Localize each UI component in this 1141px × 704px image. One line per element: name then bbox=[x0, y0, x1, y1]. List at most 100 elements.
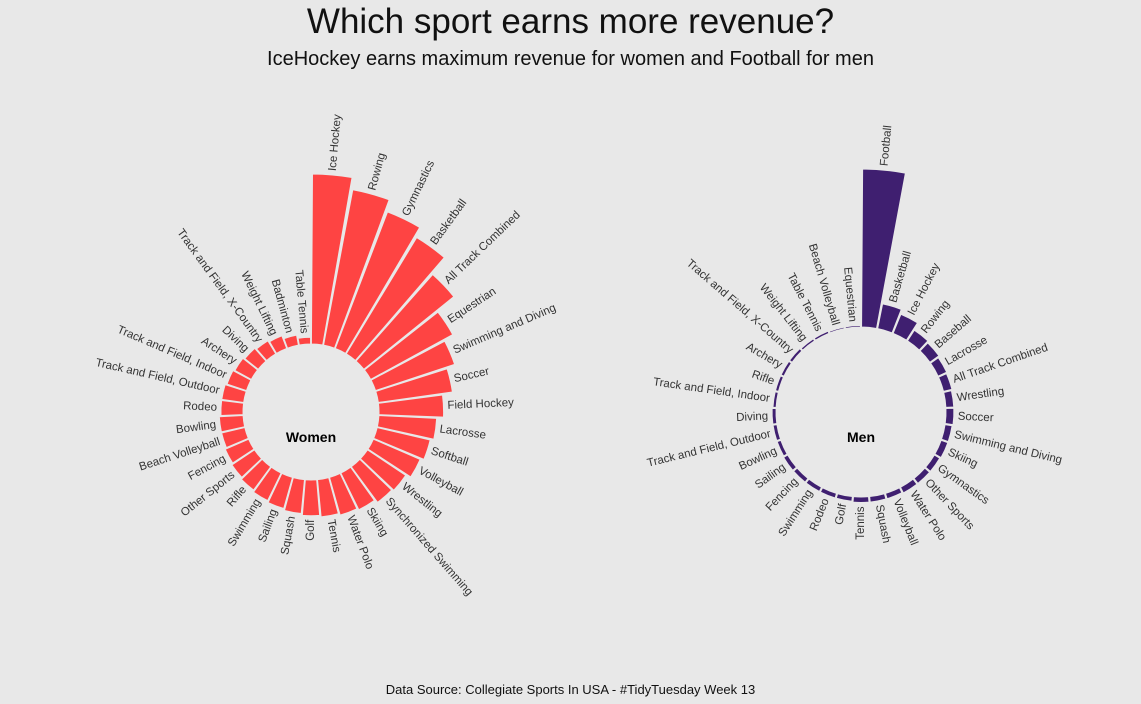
bar-men-baseball bbox=[919, 342, 940, 363]
bar-men-squash bbox=[869, 493, 887, 503]
bar-women-archery bbox=[234, 357, 259, 381]
chart-caption: Data Source: Collegiate Sports In USA - … bbox=[385, 682, 756, 697]
label-men-wrestling: Wrestling bbox=[956, 386, 1005, 405]
bar-men-soccer bbox=[944, 407, 955, 426]
bar-women-beach-volleyball bbox=[221, 426, 249, 449]
bar-men-skiing bbox=[934, 439, 949, 459]
bar-women-track-and-field-x-country bbox=[255, 340, 277, 362]
bar-women-badminton bbox=[283, 334, 300, 349]
bar-men-fencing bbox=[792, 467, 809, 483]
bar-women-squash bbox=[283, 477, 306, 515]
bar-women-ice-hockey bbox=[310, 173, 353, 346]
bar-women-lacrosse bbox=[376, 414, 438, 440]
label-men-football: Football bbox=[879, 125, 895, 167]
bar-women-other-sports bbox=[231, 449, 263, 479]
bar-women-all-track-combined bbox=[355, 273, 455, 370]
bar-men-sailing bbox=[782, 454, 798, 472]
bar-men-track-and-field-x-country bbox=[788, 347, 803, 363]
label-men-squash: Squash bbox=[873, 504, 892, 545]
bar-men-diving bbox=[771, 407, 778, 425]
bar-women-tennis bbox=[316, 477, 340, 518]
label-women-rodeo: Rodeo bbox=[183, 400, 217, 414]
bar-women-gymnastics bbox=[334, 211, 421, 355]
panel-label-women: Women bbox=[286, 429, 336, 445]
label-men-rifle: Rifle bbox=[750, 369, 776, 388]
bar-women-rowing bbox=[322, 189, 390, 349]
bar-women-volleyball bbox=[367, 438, 421, 478]
bar-men-table-tennis bbox=[813, 330, 830, 341]
chart-subtitle: IceHockey earns maximum revenue for wome… bbox=[267, 48, 874, 70]
bar-men-rodeo bbox=[819, 487, 838, 499]
chart-title: Which sport earns more revenue? bbox=[306, 2, 835, 41]
label-women-skiing: Skiing bbox=[364, 506, 390, 539]
bar-men-other-sports bbox=[913, 467, 931, 485]
label-men-soccer: Soccer bbox=[958, 411, 994, 425]
panel-label-men: Men bbox=[847, 429, 875, 445]
label-women-sailing: Sailing bbox=[257, 508, 280, 545]
label-women-softball: Softball bbox=[429, 445, 469, 468]
bar-men-basketball bbox=[877, 303, 902, 334]
label-men-tennis: Tennis bbox=[855, 506, 867, 539]
bar-women-field-hockey bbox=[377, 394, 445, 418]
label-women-rifle: Rifle bbox=[225, 484, 249, 509]
bar-men-all-track-combined bbox=[937, 372, 953, 393]
bar-men-rifle bbox=[774, 375, 785, 393]
bar-women-fencing bbox=[224, 438, 255, 464]
bar-women-softball bbox=[373, 426, 431, 461]
bar-men-track-and-field-outdoor bbox=[772, 424, 782, 442]
bar-women-synchronized-swimming bbox=[350, 458, 393, 504]
bar-women-bowling bbox=[218, 414, 246, 433]
bar-women-weight-lifting bbox=[268, 335, 288, 355]
bar-women-basketball bbox=[345, 236, 445, 362]
bar-women-equestrian bbox=[363, 311, 454, 381]
bar-men-wrestling bbox=[943, 390, 955, 408]
bar-men-football bbox=[861, 168, 906, 330]
bar-women-skiing bbox=[340, 466, 376, 511]
label-men-diving: Diving bbox=[736, 410, 769, 424]
bar-women-rodeo bbox=[220, 399, 245, 416]
bar-women-soccer bbox=[375, 368, 453, 404]
bar-men-swimming-and-diving bbox=[940, 424, 953, 443]
label-women-soccer: Soccer bbox=[453, 366, 491, 386]
bar-men-weight-lifting bbox=[800, 338, 816, 351]
label-women-bowling: Bowling bbox=[175, 419, 217, 436]
bar-women-golf bbox=[301, 479, 321, 517]
bar-women-sailing bbox=[267, 472, 294, 510]
label-women-ice-hockey: Ice Hockey bbox=[327, 114, 344, 172]
bar-men-bowling bbox=[776, 439, 788, 457]
label-women-squash: Squash bbox=[279, 515, 298, 556]
bar-men-track-and-field-indoor bbox=[772, 391, 779, 408]
bar-women-water-polo bbox=[328, 472, 358, 516]
label-women-gymnastics: Gymnastics bbox=[400, 158, 437, 218]
label-women-rowing: Rowing bbox=[366, 152, 388, 192]
label-women-field-hockey: Field Hockey bbox=[447, 397, 514, 412]
bar-women-track-and-field-indoor bbox=[226, 369, 252, 392]
bar-women-swimming-and-diving bbox=[370, 340, 456, 392]
bar-women-diving bbox=[244, 347, 267, 370]
bar-women-swimming bbox=[252, 466, 282, 502]
bar-men-ice-hockey bbox=[892, 313, 919, 341]
bar-men-lacrosse bbox=[929, 357, 948, 377]
label-women-equestrian: Equestrian bbox=[446, 286, 498, 326]
label-women-tennis: Tennis bbox=[325, 519, 343, 554]
label-men-rodeo: Rodeo bbox=[808, 497, 832, 533]
bar-men-rowing bbox=[906, 329, 929, 351]
bar-women-wrestling bbox=[359, 449, 407, 491]
bar-men-beach-volleyball bbox=[828, 326, 845, 334]
label-men-basketball: Basketball bbox=[887, 250, 913, 304]
label-women-lacrosse: Lacrosse bbox=[439, 424, 487, 442]
bar-women-track-and-field-outdoor bbox=[221, 384, 247, 404]
label-men-skiing: Skiing bbox=[946, 446, 979, 470]
bar-men-equestrian bbox=[844, 324, 861, 330]
label-women-table-tennis: Table Tennis bbox=[292, 270, 310, 335]
bar-women-table-tennis bbox=[297, 336, 312, 346]
bar-men-swimming bbox=[805, 478, 823, 493]
label-women-golf: Golf bbox=[305, 519, 317, 541]
bar-men-archery bbox=[780, 360, 793, 377]
bar-men-water-polo bbox=[899, 478, 918, 494]
bar-men-tennis bbox=[852, 496, 870, 504]
label-women-basketball: Basketball bbox=[428, 197, 469, 247]
bar-men-golf bbox=[835, 493, 853, 502]
